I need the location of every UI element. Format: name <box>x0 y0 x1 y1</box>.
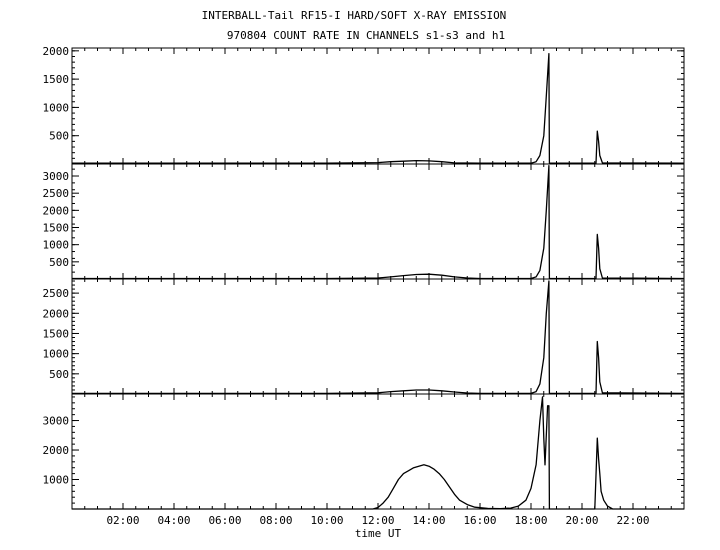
x-tick-label: 16:00 <box>463 514 496 527</box>
y-tick-label: 1500 <box>43 327 70 340</box>
x-tick-label: 20:00 <box>565 514 598 527</box>
x-tick-label: 04:00 <box>157 514 190 527</box>
x-tick-label: 18:00 <box>514 514 547 527</box>
y-tick-label: 1000 <box>43 239 70 252</box>
y-tick-label: 1000 <box>43 348 70 361</box>
y-tick-label: 1500 <box>43 73 70 86</box>
panel-1: 500 1000 1500 2000 <box>43 45 685 165</box>
panel-3: 500 1000 1500 2000 2500 <box>43 278 685 395</box>
y-tick-label: 2500 <box>43 287 70 300</box>
chart-title: INTERBALL-Tail RF15-I HARD/SOFT X-RAY EM… <box>202 9 507 22</box>
y-tick-label: 2000 <box>43 204 70 217</box>
panel-frame <box>71 278 685 395</box>
panel-frame <box>71 47 685 165</box>
y-tick-label: 1000 <box>43 474 70 487</box>
x-tick-label: 22:00 <box>616 514 649 527</box>
x-tick-label: 12:00 <box>361 514 394 527</box>
chart-subtitle: 970804 COUNT RATE IN CHANNELS s1-s3 and … <box>227 29 505 42</box>
x-tick-label: 14:00 <box>412 514 445 527</box>
series-line-3 <box>72 280 685 395</box>
x-tick-label: 02:00 <box>106 514 139 527</box>
y-tick-label: 500 <box>49 368 69 381</box>
panel-4: 1000 2000 3000 <box>43 393 685 510</box>
panel-frame <box>71 393 685 510</box>
series-line-4 <box>72 396 684 510</box>
series-line-1 <box>72 53 685 164</box>
y-tick-label: 1000 <box>43 101 70 114</box>
y-tick-label: 500 <box>49 256 69 269</box>
y-tick-label: 2500 <box>43 187 70 200</box>
y-tick-label: 500 <box>49 130 69 143</box>
x-tick-label: 10:00 <box>310 514 343 527</box>
series-line-2 <box>72 165 685 280</box>
x-tick-label: 06:00 <box>208 514 241 527</box>
y-tick-label: 1500 <box>43 222 70 235</box>
y-tick-label: 3000 <box>43 170 70 183</box>
y-tick-label: 2000 <box>43 45 70 58</box>
panel-2: 500 1000 1500 2000 2500 3000 <box>43 163 685 280</box>
panel-frame <box>71 163 685 280</box>
y-tick-label: 2000 <box>43 307 70 320</box>
x-axis: 02:00 04:00 06:00 08:00 10:00 12:00 14:00 16:00… <box>106 514 649 527</box>
y-tick-label: 2000 <box>43 444 70 457</box>
x-axis-label: time UT <box>355 527 402 540</box>
y-tick-label: 3000 <box>43 415 70 428</box>
panels: 5001000150020005001000150020002500300050… <box>43 45 685 510</box>
x-tick-label: 08:00 <box>259 514 292 527</box>
